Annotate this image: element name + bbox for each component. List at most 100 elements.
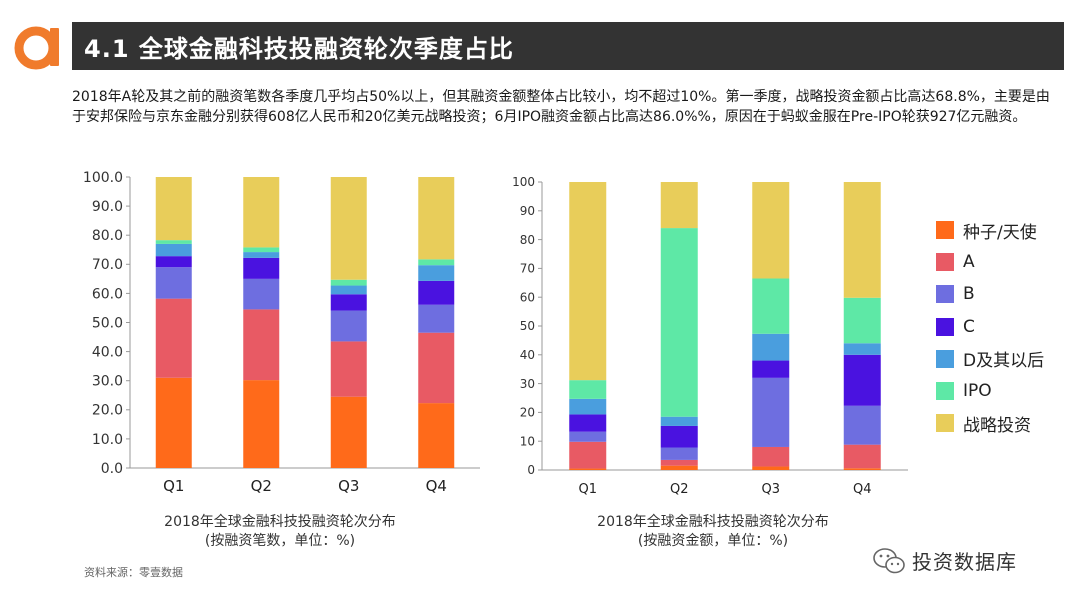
legend-item: B bbox=[936, 278, 1044, 310]
y-tick-label: 20.0 bbox=[92, 403, 123, 419]
legend-swatch bbox=[936, 414, 954, 433]
bar-segment bbox=[752, 446, 790, 467]
bar-segment bbox=[155, 377, 192, 468]
bar-segment bbox=[660, 228, 698, 417]
y-tick-label: 0 bbox=[527, 463, 535, 477]
legend-swatch bbox=[936, 382, 954, 401]
chart-by-amount: 0 10 20 30 40 50 60 70 80 90 100 Q1 Q2 Q3 Q4 bbox=[512, 175, 908, 497]
y-tick-label: 80.0 bbox=[92, 228, 123, 244]
y-tick-label: 60 bbox=[520, 290, 535, 304]
bar-segment bbox=[752, 333, 790, 361]
bar-segment bbox=[752, 182, 790, 279]
y-tick-label: 60.0 bbox=[92, 286, 123, 302]
caption-right-line1: 2018年全球金融科技投融资轮次分布 bbox=[597, 514, 829, 530]
y-tick-label: 10 bbox=[520, 434, 535, 448]
source-note: 资料来源：零壹数据 bbox=[84, 566, 183, 579]
bar-segment bbox=[418, 259, 455, 266]
bar-segment bbox=[660, 447, 698, 460]
bar-segment bbox=[660, 465, 698, 470]
bar-segment bbox=[569, 380, 607, 399]
bar-segment bbox=[418, 177, 455, 260]
legend-label: IPO bbox=[963, 381, 992, 402]
y-tick-label: 70 bbox=[520, 262, 535, 276]
page-title: 4.1 全球金融科技投融资轮次季度占比 bbox=[84, 34, 514, 63]
watermark: 投资数据库 bbox=[872, 546, 1017, 575]
legend-swatch bbox=[936, 221, 954, 240]
title-bar: 4.1 全球金融科技投融资轮次季度占比 bbox=[72, 22, 1064, 70]
y-tick-label: 50.0 bbox=[92, 315, 123, 331]
brand-logo-icon bbox=[14, 26, 59, 70]
bar-segment bbox=[752, 377, 790, 447]
bar-segment bbox=[418, 304, 455, 333]
bar-segment bbox=[569, 182, 607, 381]
bar-segment bbox=[243, 252, 280, 258]
bar-segment bbox=[243, 177, 280, 248]
y-tick-label: 0.0 bbox=[101, 461, 123, 477]
bar-segment bbox=[843, 468, 881, 470]
x-category-label: Q4 bbox=[426, 477, 447, 495]
bar-segment bbox=[330, 285, 367, 295]
bar-segment bbox=[843, 182, 881, 298]
y-tick-label: 40 bbox=[520, 348, 535, 362]
y-tick-label: 30 bbox=[520, 377, 535, 391]
bar-segment bbox=[243, 247, 280, 253]
bar-segment bbox=[330, 310, 367, 342]
bar-segment bbox=[155, 256, 192, 268]
caption-left-line1: 2018年全球金融科技投融资轮次分布 bbox=[164, 514, 396, 530]
bar-segment bbox=[418, 280, 455, 305]
y-tick-label: 20 bbox=[520, 406, 535, 420]
legend-swatch bbox=[936, 317, 954, 336]
legend-swatch bbox=[936, 253, 954, 272]
legend-swatch bbox=[936, 285, 954, 304]
bar-segment bbox=[155, 240, 192, 244]
legend-label: B bbox=[963, 284, 975, 305]
watermark-text: 投资数据库 bbox=[912, 550, 1017, 574]
y-tick-label: 100.0 bbox=[83, 170, 123, 186]
bar-segment bbox=[243, 380, 280, 468]
bar-segment bbox=[569, 441, 607, 469]
y-tick-label: 100 bbox=[512, 175, 535, 189]
bar-segment bbox=[418, 332, 455, 404]
bar-segment bbox=[330, 341, 367, 397]
y-tick-label: 90 bbox=[520, 204, 535, 218]
legend-label: A bbox=[963, 252, 975, 273]
bar-segment bbox=[843, 354, 881, 406]
bar-segment bbox=[660, 416, 698, 426]
legend-swatch bbox=[936, 349, 954, 368]
legend-item: C bbox=[936, 311, 1044, 343]
legend-label: 战略投资 bbox=[963, 415, 1031, 436]
x-category-label: Q4 bbox=[853, 482, 872, 497]
bar-segment bbox=[569, 414, 607, 432]
legend: 种子/天使 A B C D及其以后 IPO 战略投资 bbox=[936, 214, 1044, 439]
y-tick-label: 70.0 bbox=[92, 257, 123, 273]
bar-segment bbox=[330, 177, 367, 280]
bar-segment bbox=[243, 309, 280, 381]
bar-segment bbox=[569, 431, 607, 442]
x-category-label: Q2 bbox=[251, 477, 272, 495]
x-category-label: Q1 bbox=[578, 482, 597, 497]
bar-segment bbox=[155, 243, 192, 257]
bar-segment bbox=[843, 343, 881, 355]
x-category-label: Q3 bbox=[761, 482, 780, 497]
bar-segment bbox=[752, 466, 790, 470]
bar-segment bbox=[243, 278, 280, 310]
wechat-icon bbox=[873, 547, 905, 573]
description-text: 2018年A轮及其之前的融资笔数各季度几乎均占50%以上，但其融资金额整体占比较… bbox=[72, 89, 1050, 125]
x-category-label: Q2 bbox=[670, 482, 689, 497]
bar-segment bbox=[330, 279, 367, 286]
legend-item: A bbox=[936, 246, 1044, 278]
caption-right-line2: (按融资金额，单位：%) bbox=[637, 533, 789, 549]
bar-segment bbox=[418, 403, 455, 468]
y-tick-label: 30.0 bbox=[92, 374, 123, 390]
chart-caption-left: 2018年全球金融科技投融资轮次分布 (按融资笔数，单位：%) bbox=[120, 513, 440, 551]
legend-label: C bbox=[963, 316, 975, 337]
bar-segment bbox=[155, 298, 192, 378]
bar-segment bbox=[660, 182, 698, 229]
bar-segment bbox=[843, 297, 881, 344]
bar-segment bbox=[330, 396, 367, 468]
bar-segment bbox=[155, 177, 192, 241]
x-category-label: Q1 bbox=[163, 477, 184, 495]
bar-segment bbox=[660, 459, 698, 466]
legend-item: D及其以后 bbox=[936, 343, 1044, 375]
bar-segment bbox=[330, 294, 367, 311]
